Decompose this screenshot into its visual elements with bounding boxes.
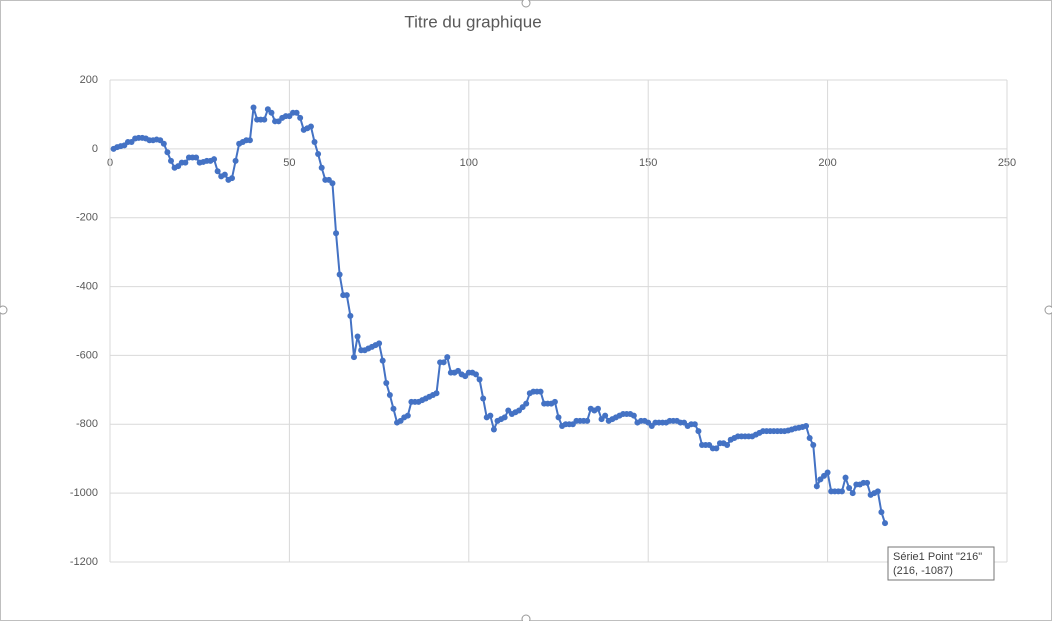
data-point [261, 116, 268, 123]
resize-handle[interactable] [521, 614, 531, 621]
data-point [182, 159, 189, 166]
data-point [501, 414, 508, 421]
y-tick-label: 200 [80, 74, 98, 86]
y-tick-label: -600 [76, 349, 98, 361]
data-point [386, 392, 393, 399]
data-point [594, 405, 601, 412]
data-point [293, 109, 300, 116]
data-point [318, 164, 325, 171]
resize-handle[interactable] [0, 305, 8, 315]
data-point [268, 109, 275, 116]
tooltip-line: Série1 Point "216" [893, 551, 982, 563]
data-point [228, 175, 235, 182]
data-point [480, 395, 487, 402]
y-tick-label: -800 [76, 418, 98, 430]
data-point [813, 483, 820, 490]
data-point [882, 520, 889, 527]
data-point [193, 154, 200, 161]
data-point [691, 421, 698, 428]
y-tick-label: 0 [92, 143, 98, 155]
data-point [246, 137, 253, 144]
data-point [806, 435, 813, 442]
data-point [874, 488, 881, 495]
data-point [160, 140, 167, 147]
data-point [537, 388, 544, 395]
data-point [846, 484, 853, 491]
data-point [490, 426, 497, 433]
data-point [878, 509, 885, 516]
data-point [343, 292, 350, 299]
tooltip-box [887, 546, 995, 581]
data-point [404, 412, 411, 419]
data-point [551, 398, 558, 405]
data-point [315, 151, 322, 158]
y-tick-label: -200 [76, 212, 98, 224]
data-point [695, 428, 702, 435]
data-point [472, 371, 479, 378]
data-point [555, 414, 562, 421]
resize-handle[interactable] [521, 0, 531, 8]
data-point [311, 138, 318, 145]
data-point [376, 340, 383, 347]
data-point [250, 104, 257, 111]
data-point [211, 156, 218, 163]
data-point [864, 479, 871, 486]
data-point [232, 157, 239, 164]
data-point [476, 376, 483, 383]
data-point [630, 412, 637, 419]
y-tick-label: -1200 [70, 556, 98, 568]
data-point [584, 417, 591, 424]
data-point [433, 390, 440, 397]
data-point [354, 333, 361, 340]
data-point [297, 114, 304, 121]
resize-handle[interactable] [1044, 305, 1052, 315]
tooltip-line: (216, -1087) [893, 565, 953, 577]
data-point [390, 405, 397, 412]
data-point [167, 157, 174, 164]
data-point [838, 488, 845, 495]
tooltip: Série1 Point "216" (216, -1087) [887, 546, 995, 581]
data-point [440, 359, 447, 366]
data-point [164, 149, 171, 156]
y-tick-label: -1000 [70, 487, 98, 499]
data-point [523, 400, 530, 407]
data-point [444, 354, 451, 361]
data-point [379, 357, 386, 364]
data-point [221, 171, 228, 178]
data-point [347, 312, 354, 319]
data-point [713, 445, 720, 452]
data-point [842, 474, 849, 481]
data-point [350, 354, 357, 361]
chart-title: Titre du graphique [404, 12, 541, 31]
data-point [214, 168, 221, 175]
data-point [333, 230, 340, 237]
data-point [383, 379, 390, 386]
data-point [336, 271, 343, 278]
data-point [849, 490, 856, 497]
data-point [602, 412, 609, 419]
data-point [803, 423, 810, 430]
y-tick-label: -400 [76, 280, 98, 292]
data-point [487, 412, 494, 419]
data-point [724, 441, 731, 448]
data-point [329, 180, 336, 187]
data-point [307, 123, 314, 130]
data-point [824, 469, 831, 476]
data-point [810, 441, 817, 448]
